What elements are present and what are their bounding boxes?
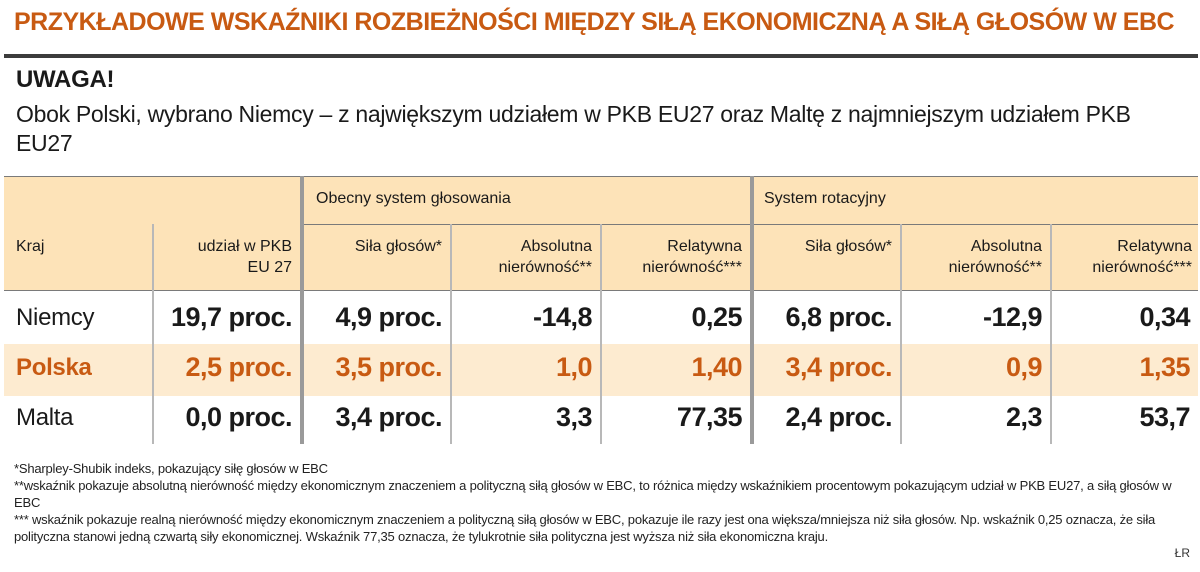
- table-top-rule: [4, 176, 1198, 177]
- row-current-rel: 1,40: [691, 352, 742, 382]
- row-current-abs: -14,8: [532, 302, 593, 332]
- row-gdp-share: 0,0 proc.: [185, 402, 292, 432]
- page-title: PRZYKŁADOWE WSKAŹNIKI ROZBIEŻNOŚCI MIĘDZ…: [14, 8, 1175, 36]
- footnotes: *Sharpley-Shubik indeks, pokazujący siłę…: [14, 460, 1192, 545]
- row-rot-rel: 1,35: [1139, 352, 1190, 382]
- row-rot-rel: 53,7: [1139, 402, 1190, 432]
- column-header-rot-rel: Relatywna nierówność***: [1092, 238, 1192, 276]
- row-current-votes: 4,9 proc.: [335, 302, 442, 332]
- row-current-votes: 3,4 proc.: [335, 402, 442, 432]
- row-current-rel: 0,25: [691, 302, 742, 332]
- footnote-3: *** wskaźnik pokazuje realną nierówność …: [14, 512, 1156, 544]
- column-divider: [1050, 224, 1052, 444]
- column-header-current-abs: Absolutna nierówność**: [498, 238, 592, 276]
- column-header-gdp-share: udział w PKB EU 27: [197, 238, 292, 276]
- row-country: Malta: [16, 404, 74, 431]
- note-heading: UWAGA!: [16, 66, 115, 93]
- group-header-current: Obecny system głosowania: [316, 190, 511, 207]
- row-rot-rel: 0,34: [1139, 302, 1190, 332]
- row-rot-votes: 2,4 proc.: [785, 402, 892, 432]
- row-country: Niemcy: [16, 304, 95, 331]
- column-header-rot-votes: Siła głosów*: [804, 238, 892, 255]
- column-header-country: Kraj: [16, 238, 45, 255]
- row-current-abs: 3,3: [555, 402, 593, 432]
- footnote-2: **wskaźnik pokazuje absolutną nierówność…: [14, 478, 1172, 510]
- row-current-votes: 3,5 proc.: [335, 352, 442, 382]
- column-header-rot-abs: Absolutna nierówność**: [948, 238, 1042, 276]
- row-current-abs: 1,0: [555, 352, 593, 382]
- note-text: Obok Polski, wybrano Niemcy – z najwięks…: [16, 101, 1131, 156]
- column-header-current-votes: Siła głosów*: [354, 238, 442, 255]
- row-current-rel: 77,35: [676, 402, 743, 432]
- row-country: Polska: [16, 354, 92, 381]
- column-divider: [450, 224, 452, 444]
- row-rot-abs: -12,9: [982, 302, 1043, 332]
- group-divider: [300, 176, 304, 444]
- title-divider: [4, 54, 1198, 58]
- group-header-rotation: System rotacyjny: [764, 190, 886, 207]
- row-rot-abs: 2,3: [1005, 402, 1043, 432]
- footnote-1: *Sharpley-Shubik indeks, pokazujący siłę…: [14, 461, 328, 476]
- row-rot-votes: 6,8 proc.: [785, 302, 892, 332]
- author-credit: ŁR: [1174, 546, 1190, 560]
- row-rot-votes: 3,4 proc.: [785, 352, 892, 382]
- column-divider: [600, 224, 602, 444]
- group-divider: [750, 176, 754, 444]
- group-header-band: [4, 176, 1198, 224]
- row-rot-abs: 0,9: [1005, 352, 1043, 382]
- column-header-current-rel: Relatywna nierówność***: [642, 238, 742, 276]
- column-divider: [152, 224, 154, 444]
- data-table: Obecny system głosowania System rotacyjn…: [4, 176, 1198, 444]
- row-gdp-share: 2,5 proc.: [185, 352, 292, 382]
- column-divider: [900, 224, 902, 444]
- row-gdp-share: 19,7 proc.: [170, 302, 293, 332]
